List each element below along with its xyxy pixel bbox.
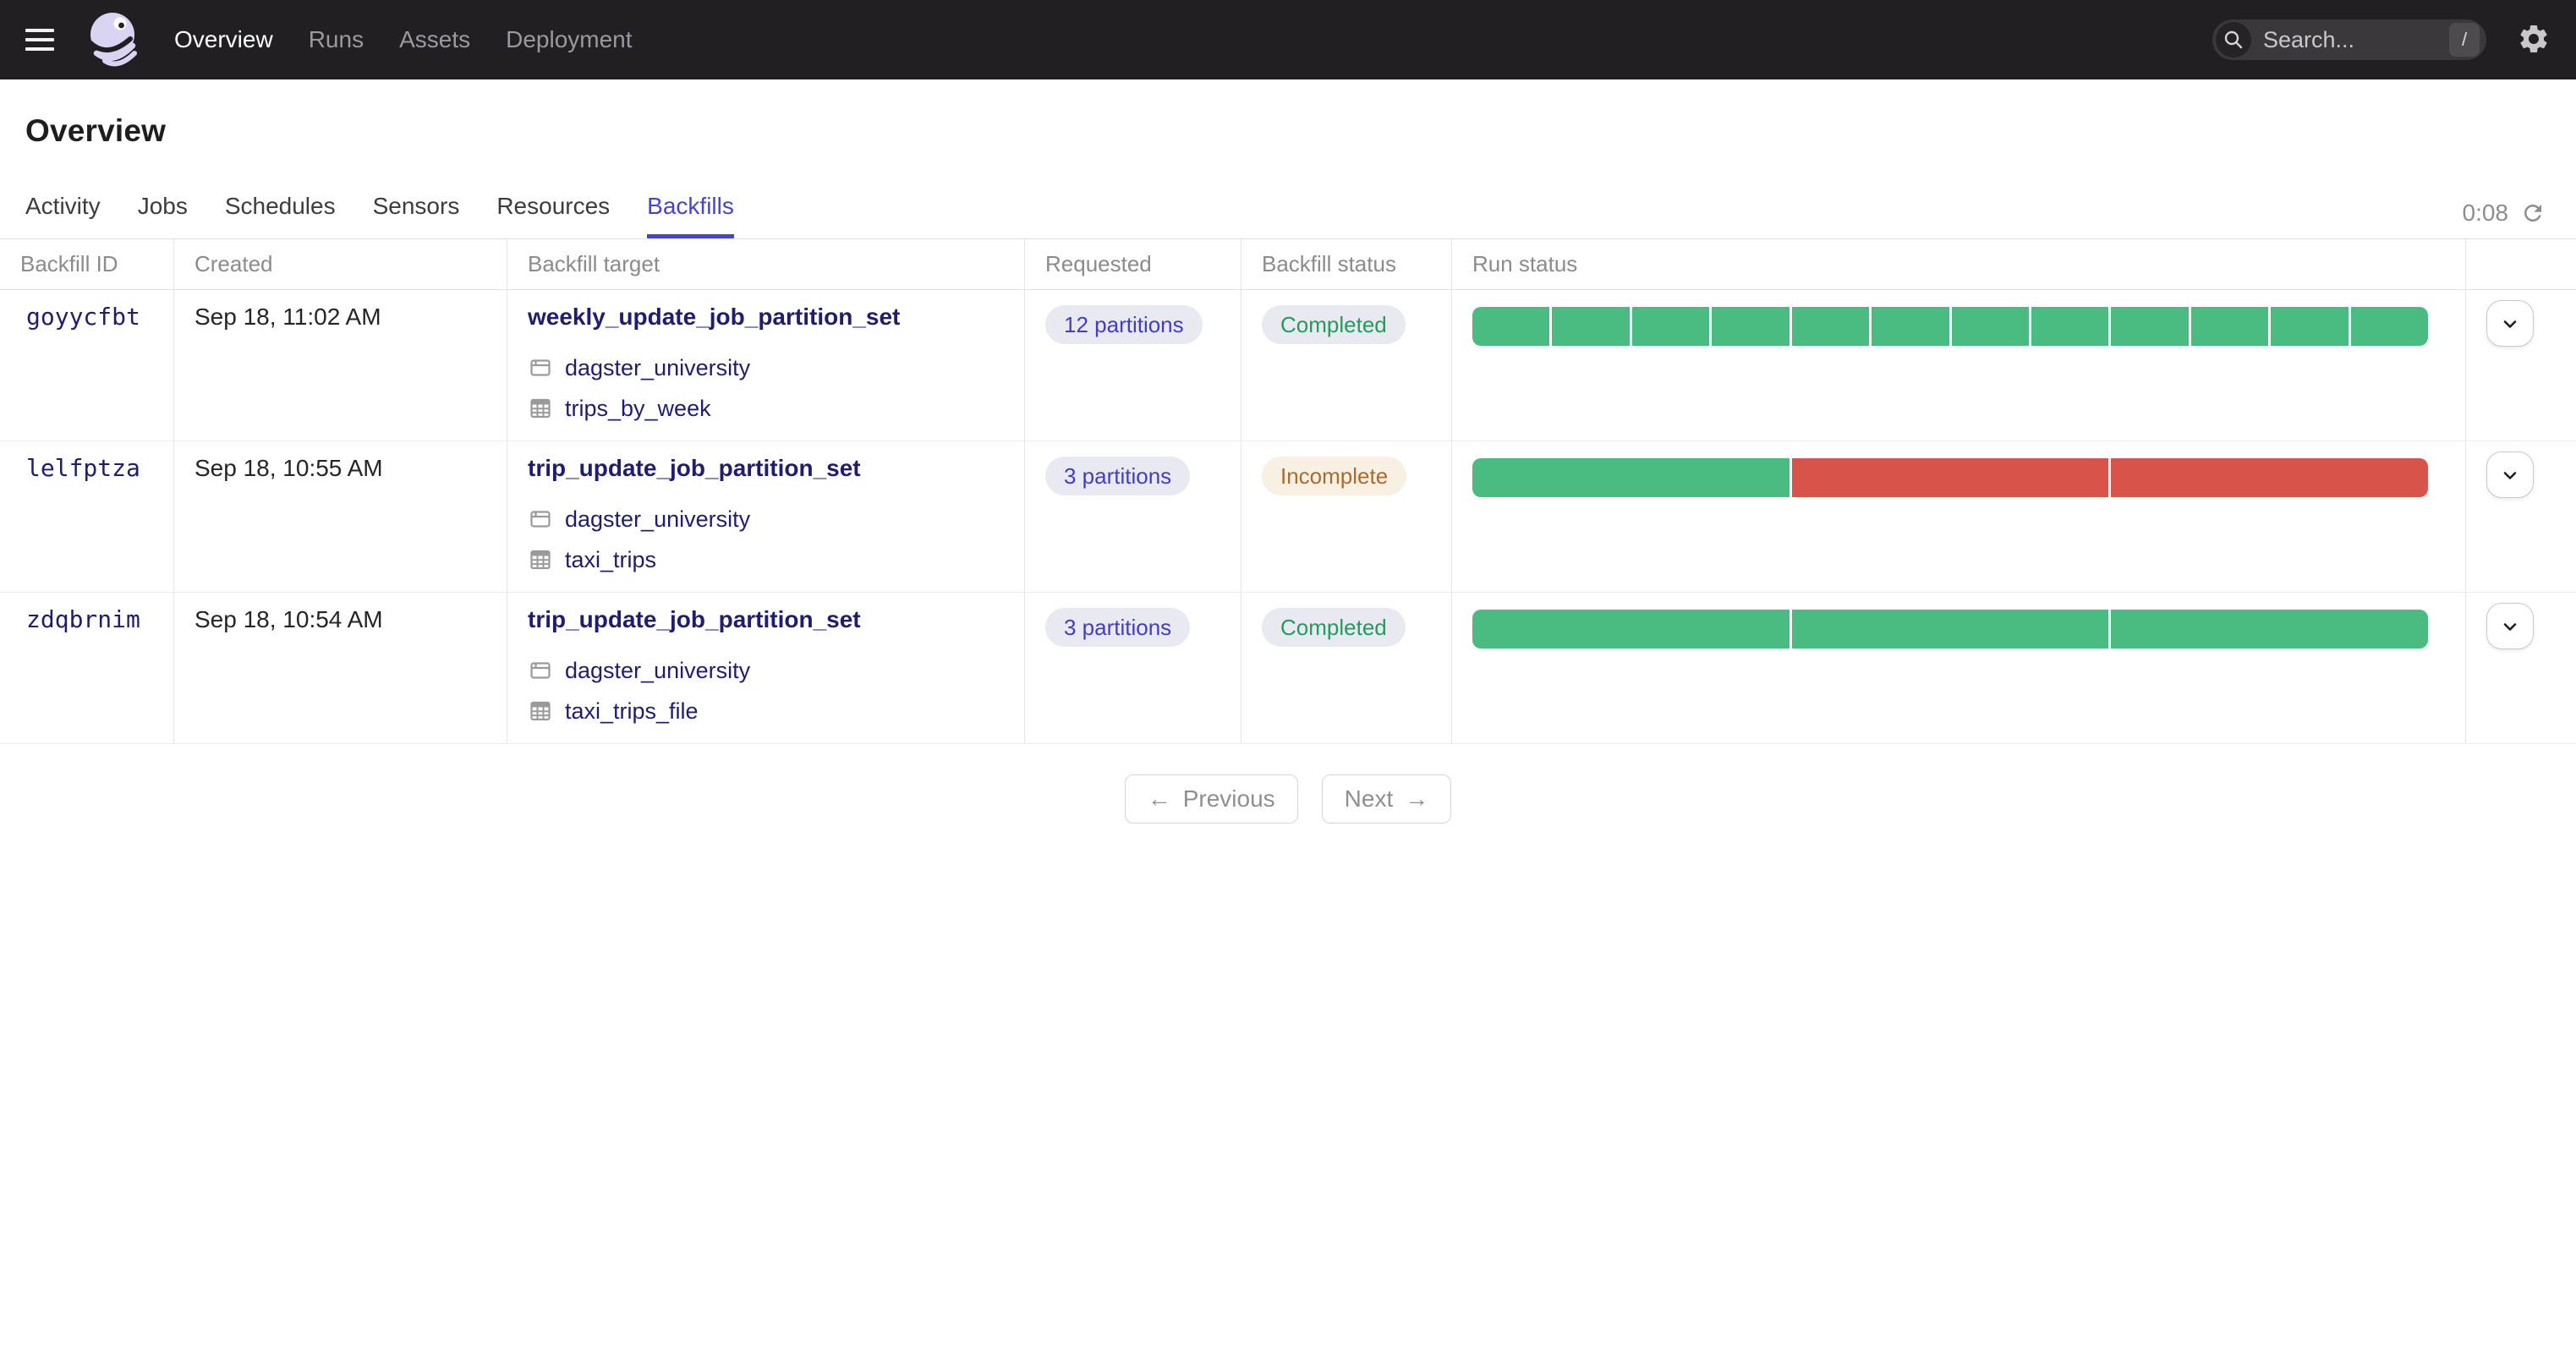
run-segment-success[interactable] (1631, 307, 1710, 346)
folder-icon (528, 355, 553, 380)
column-header-actions (2466, 239, 2576, 289)
refresh-area: 0:08 (2463, 200, 2546, 238)
tab-schedules[interactable]: Schedules (224, 193, 336, 219)
next-label: Next (1344, 785, 1394, 812)
top-nav: Overview Runs Assets Deployment Search... / (0, 0, 2576, 79)
tab-activity[interactable]: Activity (25, 193, 101, 219)
run-segment-success[interactable] (1712, 307, 1789, 346)
pagination: ← Previous Next → (0, 774, 2576, 824)
search-icon (2216, 22, 2251, 57)
backfill-target-link[interactable]: trip_update_job_partition_set (528, 455, 861, 481)
created-timestamp: Sep 18, 10:54 AM (195, 606, 383, 632)
gear-icon (2517, 22, 2551, 58)
code-location-link[interactable]: dagster_university (565, 506, 751, 532)
run-segment-success[interactable] (2111, 307, 2189, 346)
run-segment-success[interactable] (1472, 610, 1789, 648)
page-title: Overview (25, 113, 167, 148)
column-header: Created (174, 239, 507, 289)
menu-button[interactable] (25, 21, 63, 58)
tab-sensors[interactable]: Sensors (372, 193, 460, 219)
backfills-table: Backfill ID Created Backfill target Request… (0, 238, 2576, 744)
run-status-bar[interactable] (1472, 610, 2428, 648)
previous-page-button[interactable]: ← Previous (1124, 774, 1298, 824)
chevron-down-icon (2499, 313, 2521, 335)
requested-partitions-badge[interactable]: 3 partitions (1045, 457, 1191, 495)
run-status-bar[interactable] (1472, 307, 2428, 346)
main-nav: Overview Runs Assets Deployment (174, 26, 633, 53)
nav-item-runs[interactable]: Runs (308, 26, 364, 52)
requested-partitions-badge[interactable]: 12 partitions (1045, 305, 1203, 344)
tab-bar: Activity Jobs Schedules Sensors Resources Bac… (25, 193, 734, 238)
run-segment-success[interactable] (2031, 307, 2109, 346)
search-shortcut-badge: / (2449, 23, 2480, 57)
backfill-id-link[interactable]: goyycfbt (26, 303, 140, 331)
folder-icon (528, 506, 553, 532)
asset-link[interactable]: taxi_trips (565, 546, 657, 572)
backfill-id-link[interactable]: lelfptza (26, 454, 140, 482)
tab-resources[interactable]: Resources (496, 193, 611, 219)
run-segment-success[interactable] (1472, 307, 1550, 346)
table-header-row: Backfill ID Created Backfill target Request… (0, 239, 2576, 290)
previous-label: Previous (1182, 785, 1275, 812)
run-segment-failure[interactable] (2111, 458, 2428, 497)
column-header: Backfill status (1241, 239, 1452, 289)
run-segment-success[interactable] (1791, 610, 2109, 648)
tab-backfills[interactable]: Backfills (647, 193, 734, 238)
run-segment-success[interactable] (1951, 307, 2029, 346)
chevron-down-icon (2499, 464, 2521, 486)
run-segment-success[interactable] (2350, 307, 2428, 346)
refresh-icon[interactable] (2520, 200, 2546, 226)
run-segment-failure[interactable] (1791, 458, 2109, 497)
backfill-status-badge: Completed (1262, 608, 1406, 647)
created-timestamp: Sep 18, 10:55 AM (195, 455, 383, 481)
table-row: goyycfbt Sep 18, 11:02 AM weekly_update_… (0, 290, 2576, 441)
created-timestamp: Sep 18, 11:02 AM (195, 304, 381, 330)
column-header: Run status (1452, 239, 2466, 289)
backfill-id-link[interactable]: zdqbrnim (26, 605, 140, 633)
column-header: Requested (1025, 239, 1241, 289)
asset-table-icon (528, 396, 553, 421)
asset-link[interactable]: taxi_trips_file (565, 698, 699, 724)
column-header: Backfill ID (0, 239, 174, 289)
backfill-target-link[interactable]: trip_update_job_partition_set (528, 606, 861, 632)
run-segment-success[interactable] (2111, 610, 2428, 648)
code-location-link[interactable]: dagster_university (565, 657, 751, 683)
tab-jobs[interactable]: Jobs (137, 193, 188, 219)
nav-item-deployment[interactable]: Deployment (506, 26, 633, 52)
row-actions-button[interactable] (2486, 451, 2534, 498)
backfill-target-link[interactable]: weekly_update_job_partition_set (528, 304, 901, 330)
backfill-status-badge: Incomplete (1262, 457, 1407, 495)
nav-item-assets[interactable]: Assets (399, 26, 471, 52)
next-page-button[interactable]: Next → (1321, 774, 1452, 824)
run-segment-success[interactable] (1791, 307, 1870, 346)
refresh-timer: 0:08 (2462, 200, 2509, 226)
requested-partitions-badge[interactable]: 3 partitions (1045, 608, 1191, 647)
asset-link[interactable]: trips_by_week (565, 395, 711, 421)
run-segment-success[interactable] (1552, 307, 1630, 346)
nav-item-overview[interactable]: Overview (174, 26, 273, 52)
folder-icon (528, 658, 553, 683)
search-placeholder: Search... (2263, 26, 2355, 52)
chevron-down-icon (2499, 616, 2521, 637)
asset-table-icon (528, 698, 553, 724)
arrow-left-icon: ← (1147, 785, 1171, 812)
table-row: zdqbrnim Sep 18, 10:54 AM trip_update_jo… (0, 593, 2576, 744)
backfill-status-badge: Completed (1262, 305, 1406, 344)
row-actions-button[interactable] (2486, 300, 2534, 347)
code-location-link[interactable]: dagster_university (565, 354, 751, 380)
asset-table-icon (528, 547, 553, 572)
settings-button[interactable] (2517, 22, 2551, 58)
arrow-right-icon: → (1405, 785, 1429, 812)
dagster-logo-icon[interactable] (85, 10, 140, 69)
run-segment-success[interactable] (2271, 307, 2349, 346)
row-actions-button[interactable] (2486, 603, 2534, 649)
table-row: lelfptza Sep 18, 10:55 AM trip_update_jo… (0, 441, 2576, 593)
column-header: Backfill target (507, 239, 1025, 289)
run-segment-success[interactable] (2190, 307, 2269, 346)
run-segment-success[interactable] (1872, 307, 1949, 346)
run-segment-success[interactable] (1472, 458, 1789, 497)
run-status-bar[interactable] (1472, 458, 2428, 497)
search-input[interactable]: Search... / (2212, 19, 2486, 60)
